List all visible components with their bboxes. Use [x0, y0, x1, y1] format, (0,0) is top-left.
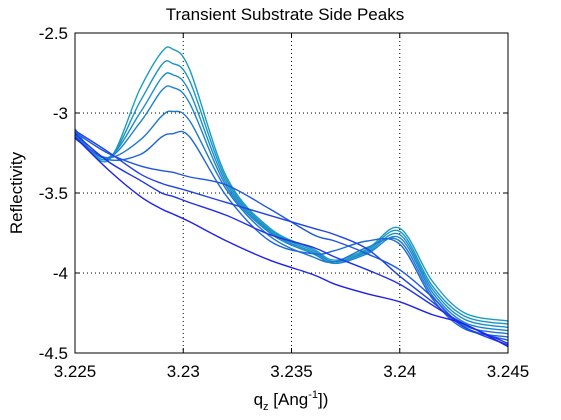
series-line-6 — [75, 130, 508, 338]
series-line-8 — [75, 130, 508, 346]
chart-title: Transient Substrate Side Peaks — [166, 5, 404, 24]
x-axis: 3.225 3.23 3.235 3.24 3.245 — [54, 33, 530, 381]
x-tick-label: 3.225 — [54, 362, 97, 381]
series-group — [75, 46, 508, 348]
x-tick-label: 3.235 — [270, 362, 313, 381]
x-tick-label: 3.23 — [167, 362, 200, 381]
series-line-2 — [75, 60, 508, 325]
series-line-5 — [75, 110, 508, 335]
y-axis-label: Reflectivity — [7, 151, 26, 234]
y-tick-label: -3 — [53, 104, 68, 123]
x-tick-label: 3.24 — [383, 362, 416, 381]
series-line-7 — [75, 131, 508, 341]
y-tick-label: -3.5 — [39, 184, 68, 203]
series-line-1 — [75, 46, 508, 322]
y-axis: -2.5 -3 -3.5 -4 -4.5 — [39, 24, 508, 363]
y-tick-label: -4 — [53, 264, 68, 283]
x-tick-label: 3.245 — [487, 362, 530, 381]
series-line-10 — [75, 136, 508, 348]
series-line-3 — [75, 72, 508, 329]
y-tick-label: -4.5 — [39, 344, 68, 363]
y-tick-label: -2.5 — [39, 24, 68, 43]
series-line-9 — [75, 133, 508, 345]
x-axis-label: qz [Ang-1]) — [254, 389, 329, 413]
series-line-4 — [75, 85, 508, 332]
